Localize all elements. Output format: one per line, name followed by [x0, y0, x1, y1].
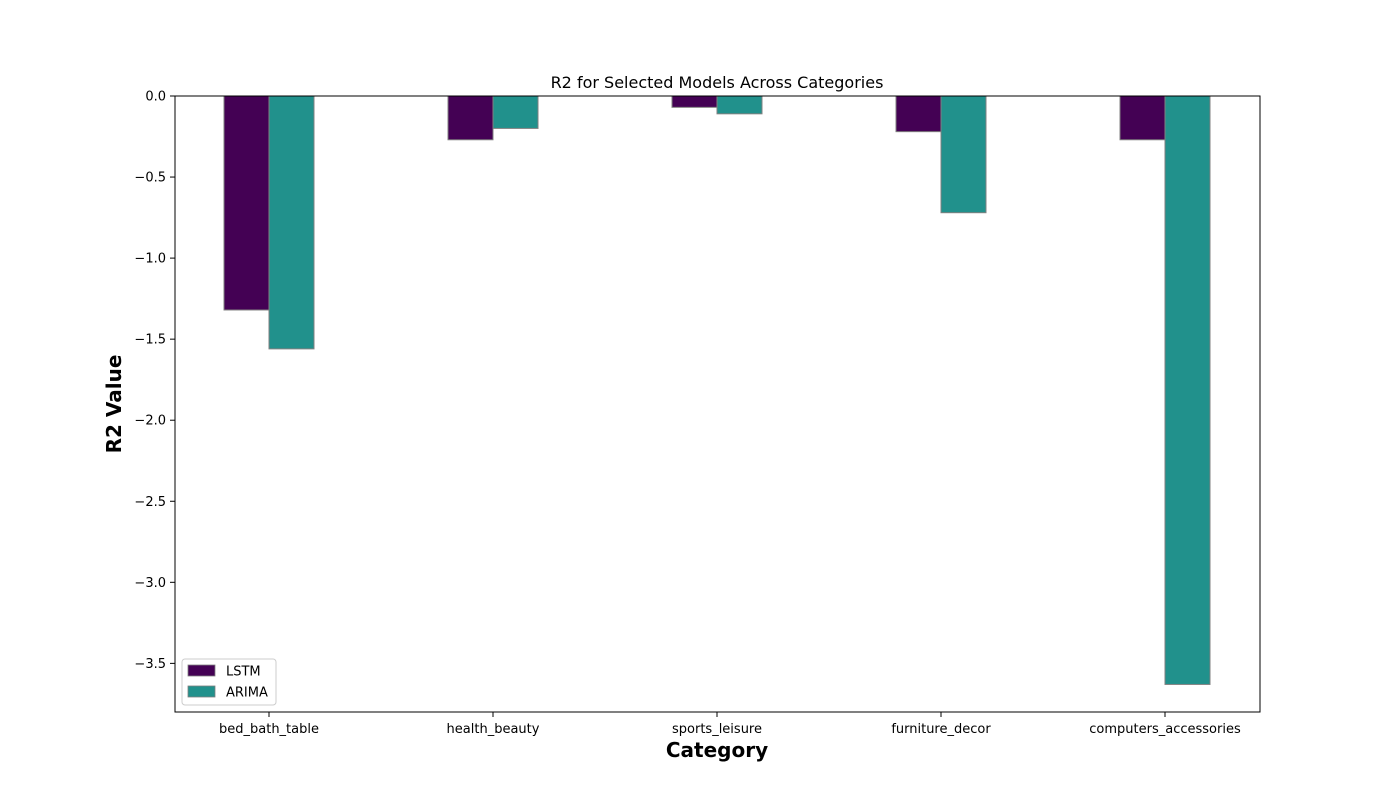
bar-lstm-sports-leisure: [671, 95, 718, 108]
x-tick-label-health-beauty: health_beauty: [447, 722, 540, 737]
bar-lstm-computers-accessories: [1119, 95, 1166, 141]
x-tick-label-bed-bath-table: bed_bath_table: [219, 722, 319, 737]
y-tick-label: −0.5: [134, 171, 166, 186]
y-tick-label: 0.0: [145, 90, 166, 105]
x-tick-label-computers-accessories: computers_accessories: [1089, 722, 1241, 737]
plot-area-frame: [174, 95, 1261, 713]
x-tick-label-furniture-decor: furniture_decor: [891, 722, 991, 737]
legend-swatch-lstm: [187, 664, 216, 677]
bar-arima-furniture-decor: [940, 95, 987, 214]
bar-arima-health-beauty: [492, 95, 539, 129]
y-axis: 0.0 −0.5 −1.0 −1.5 −2.0 −2.5 −3.0 −3.5: [134, 90, 175, 672]
legend: LSTM ARIMA: [181, 658, 277, 706]
x-tick-label-sports-leisure: sports_leisure: [672, 722, 762, 737]
x-axis: bed_bath_table health_beauty sports_leisur…: [219, 712, 1241, 737]
bar-lstm-furniture-decor: [895, 95, 942, 133]
y-tick-label: −3.0: [134, 576, 166, 591]
bar-lstm-bed-bath-table: [223, 95, 270, 311]
y-tick-label: −1.0: [134, 252, 166, 267]
legend-label-arima: ARIMA: [226, 686, 268, 701]
y-tick-label: −3.5: [134, 657, 166, 672]
legend-swatch-arima: [187, 685, 216, 698]
legend-label-lstm: LSTM: [226, 665, 261, 680]
bars-layer: [223, 95, 1211, 685]
chart-title: R2 for Selected Models Across Categories: [551, 73, 884, 92]
bar-arima-computers-accessories: [1164, 95, 1211, 685]
y-tick-label: −2.5: [134, 495, 166, 510]
bar-arima-sports-leisure: [716, 95, 763, 115]
x-axis-label: Category: [666, 738, 768, 762]
bar-arima-bed-bath-table: [268, 95, 315, 350]
y-axis-label: R2 Value: [102, 355, 126, 454]
bar-lstm-health-beauty: [447, 95, 494, 141]
y-tick-label: −2.0: [134, 414, 166, 429]
y-tick-label: −1.5: [134, 333, 166, 348]
